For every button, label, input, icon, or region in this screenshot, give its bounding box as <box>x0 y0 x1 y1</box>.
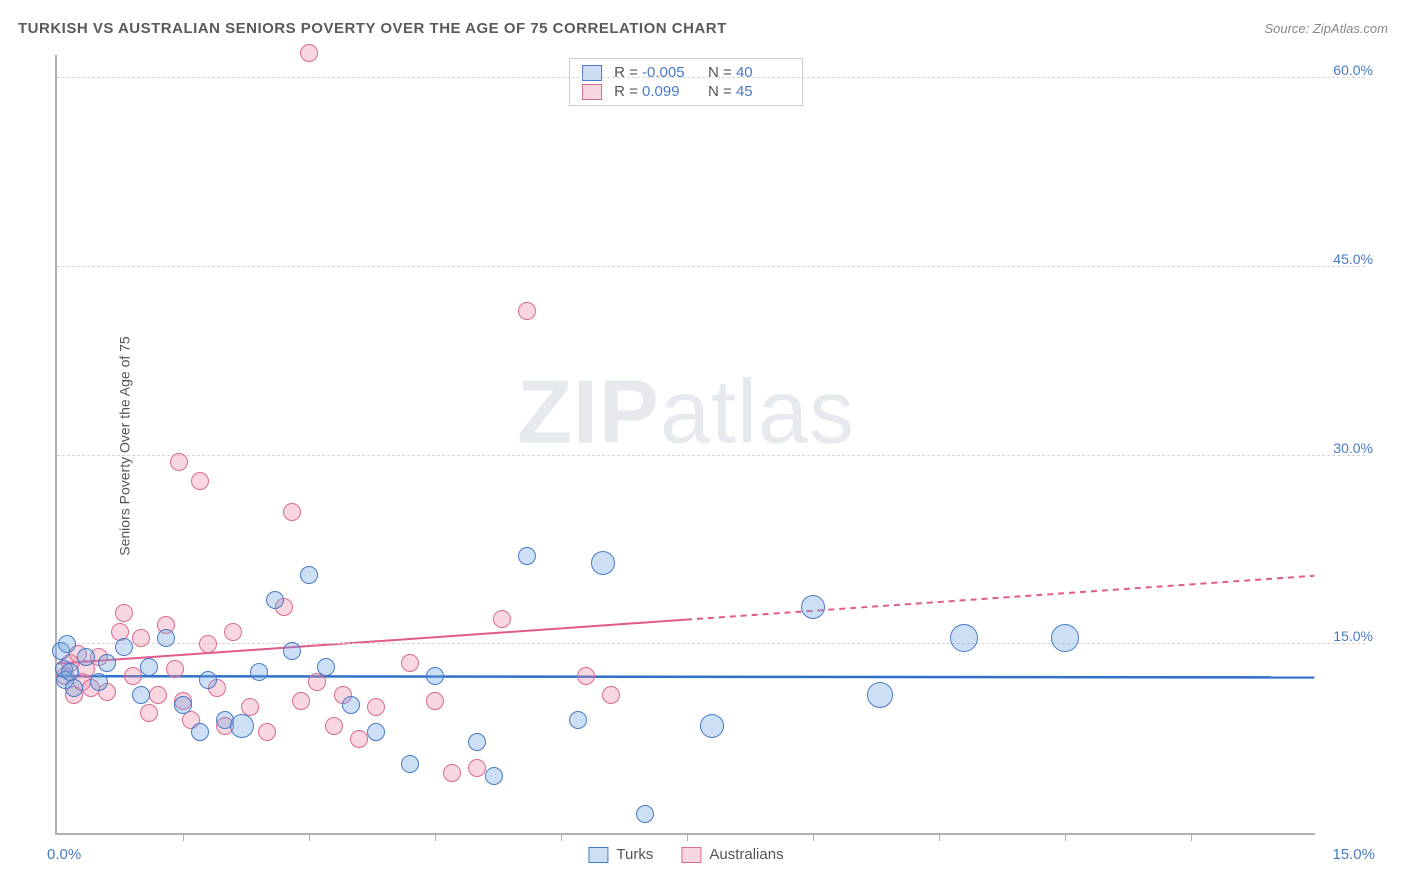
data-point <box>367 698 385 716</box>
data-point <box>426 692 444 710</box>
data-point <box>174 696 192 714</box>
y-tick-label: 15.0% <box>1333 628 1373 644</box>
data-point <box>98 654 116 672</box>
legend-item-australians: Australians <box>681 846 783 863</box>
data-point <box>401 654 419 672</box>
series-legend: Turks Australians <box>588 846 783 863</box>
chart-title: TURKISH VS AUSTRALIAN SENIORS POVERTY OV… <box>18 20 727 37</box>
data-point <box>157 629 175 647</box>
data-point <box>867 682 893 708</box>
scatter-plot-area: ZIPatlas R = -0.005 N = 40 R = 0.099 N =… <box>55 55 1315 835</box>
data-point <box>140 658 158 676</box>
data-point <box>518 547 536 565</box>
data-point <box>132 629 150 647</box>
data-point <box>283 503 301 521</box>
data-point <box>191 723 209 741</box>
data-point <box>191 472 209 490</box>
data-point <box>591 551 615 575</box>
data-point <box>149 686 167 704</box>
gridline <box>57 643 1365 644</box>
data-point <box>230 714 254 738</box>
data-point <box>132 686 150 704</box>
data-point <box>367 723 385 741</box>
data-point <box>140 704 158 722</box>
data-point <box>401 755 419 773</box>
data-point <box>58 635 76 653</box>
data-point <box>283 642 301 660</box>
data-point <box>300 44 318 62</box>
data-point <box>950 624 978 652</box>
australians-swatch <box>582 84 602 100</box>
source-attribution: Source: ZipAtlas.com <box>1264 21 1388 36</box>
x-tick <box>309 833 310 841</box>
data-point <box>569 711 587 729</box>
watermark-text: ZIPatlas <box>517 361 855 464</box>
data-point <box>300 566 318 584</box>
legend-row-turks: R = -0.005 N = 40 <box>582 63 790 82</box>
x-tick <box>1191 833 1192 841</box>
turks-swatch-bottom <box>588 847 608 863</box>
data-point <box>115 604 133 622</box>
data-point <box>325 717 343 735</box>
x-tick <box>183 833 184 841</box>
correlation-legend: R = -0.005 N = 40 R = 0.099 N = 45 <box>569 58 803 106</box>
data-point <box>317 658 335 676</box>
data-point <box>292 692 310 710</box>
x-tick <box>1065 833 1066 841</box>
data-point <box>61 663 79 681</box>
data-point <box>250 663 268 681</box>
gridline <box>57 77 1365 78</box>
data-point <box>342 696 360 714</box>
y-tick-label: 30.0% <box>1333 440 1373 456</box>
australians-swatch-bottom <box>681 847 701 863</box>
gridline <box>57 455 1365 456</box>
data-point <box>636 805 654 823</box>
data-point <box>485 767 503 785</box>
data-point <box>493 610 511 628</box>
data-point <box>577 667 595 685</box>
data-point <box>115 638 133 656</box>
x-tick <box>561 833 562 841</box>
data-point <box>350 730 368 748</box>
data-point <box>602 686 620 704</box>
data-point <box>518 302 536 320</box>
data-point <box>224 623 242 641</box>
data-point <box>700 714 724 738</box>
data-point <box>266 591 284 609</box>
data-point <box>90 673 108 691</box>
data-point <box>170 453 188 471</box>
data-point <box>258 723 276 741</box>
y-tick-label: 60.0% <box>1333 62 1373 78</box>
y-tick-label: 45.0% <box>1333 251 1373 267</box>
data-point <box>443 764 461 782</box>
data-point <box>468 733 486 751</box>
data-point <box>124 667 142 685</box>
data-point <box>77 648 95 666</box>
x-tick <box>813 833 814 841</box>
legend-item-turks: Turks <box>588 846 653 863</box>
x-tick <box>939 833 940 841</box>
gridline <box>57 266 1365 267</box>
data-point <box>1051 624 1079 652</box>
x-axis-max-label: 15.0% <box>1332 846 1375 863</box>
data-point <box>199 671 217 689</box>
legend-row-australians: R = 0.099 N = 45 <box>582 82 790 101</box>
data-point <box>468 759 486 777</box>
x-axis-min-label: 0.0% <box>47 846 81 863</box>
data-point <box>166 660 184 678</box>
data-point <box>65 679 83 697</box>
x-tick <box>435 833 436 841</box>
data-point <box>801 595 825 619</box>
data-point <box>199 635 217 653</box>
data-point <box>426 667 444 685</box>
x-tick <box>687 833 688 841</box>
